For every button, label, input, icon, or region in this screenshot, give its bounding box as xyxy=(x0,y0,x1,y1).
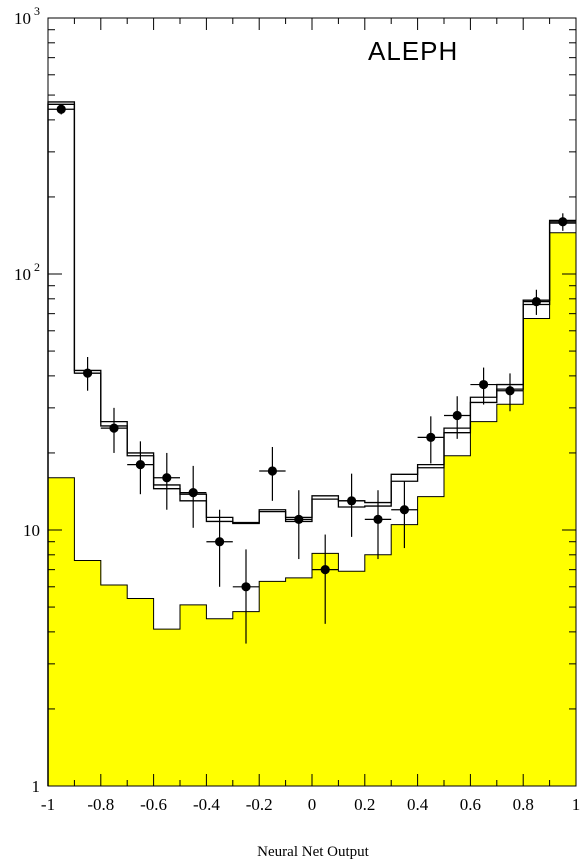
background-bin xyxy=(549,232,577,786)
background-bin xyxy=(496,404,524,786)
data-point xyxy=(347,496,357,506)
background-bin xyxy=(153,629,181,786)
data-point xyxy=(83,368,93,378)
x-tick-label: -1 xyxy=(41,795,55,814)
background-bin xyxy=(206,618,234,786)
total-histogram-layer xyxy=(47,101,576,786)
data-point xyxy=(426,432,436,442)
x-tick-label: 0.2 xyxy=(354,795,375,814)
data-point xyxy=(109,423,119,433)
data-point xyxy=(320,565,330,575)
background-bin xyxy=(285,577,313,786)
y-tick-label: 10 xyxy=(23,521,40,540)
data-point xyxy=(188,487,198,498)
data-point xyxy=(505,386,515,396)
data-points-layer xyxy=(48,104,576,644)
y-tick-label: 10 xyxy=(14,265,31,284)
background-bin xyxy=(523,318,550,786)
y-tick-label: 1 xyxy=(32,777,41,796)
experiment-label: ALEPH xyxy=(368,36,458,66)
background-bin xyxy=(100,584,128,786)
background-bin xyxy=(74,560,102,786)
data-point xyxy=(558,217,568,227)
background-bin xyxy=(259,581,286,786)
background-bin xyxy=(444,455,471,786)
x-tick-label: 0.8 xyxy=(513,795,534,814)
data-point xyxy=(215,537,225,547)
background-bin xyxy=(180,604,207,786)
data-point xyxy=(531,297,542,307)
x-tick-label: -0.6 xyxy=(140,795,167,814)
data-point xyxy=(267,466,277,476)
background-bin xyxy=(338,571,366,786)
data-point xyxy=(56,104,66,114)
y-tick-exponent: 2 xyxy=(34,260,40,274)
background-bin xyxy=(417,496,445,786)
axis-tick-marks xyxy=(47,17,577,787)
background-bin xyxy=(470,421,498,786)
data-point xyxy=(162,473,172,483)
background-outline xyxy=(48,232,576,630)
data-point xyxy=(399,505,409,515)
background-bin xyxy=(364,554,392,786)
x-tick-label: 0.6 xyxy=(460,795,481,814)
data-point xyxy=(479,379,489,390)
y-tick-exponent: 3 xyxy=(34,4,40,18)
background-bin xyxy=(127,598,154,786)
x-tick-label: -0.2 xyxy=(246,795,273,814)
total-histogram-series-2 xyxy=(47,101,576,786)
data-point xyxy=(135,460,145,470)
x-axis-title: Neural Net Output xyxy=(257,844,369,860)
background-histogram-layer xyxy=(48,232,577,786)
x-tick-label: 1 xyxy=(572,795,580,814)
data-point xyxy=(373,514,383,525)
data-point xyxy=(294,514,304,525)
x-tick-label: -0.4 xyxy=(193,795,220,814)
y-tick-label: 10 xyxy=(14,9,31,28)
x-tick-label: 0 xyxy=(308,795,317,814)
background-bin xyxy=(391,524,418,786)
data-point xyxy=(452,410,462,421)
x-tick-label: -0.8 xyxy=(87,795,114,814)
data-point xyxy=(241,582,251,592)
x-tick-label: 0.4 xyxy=(407,795,429,814)
